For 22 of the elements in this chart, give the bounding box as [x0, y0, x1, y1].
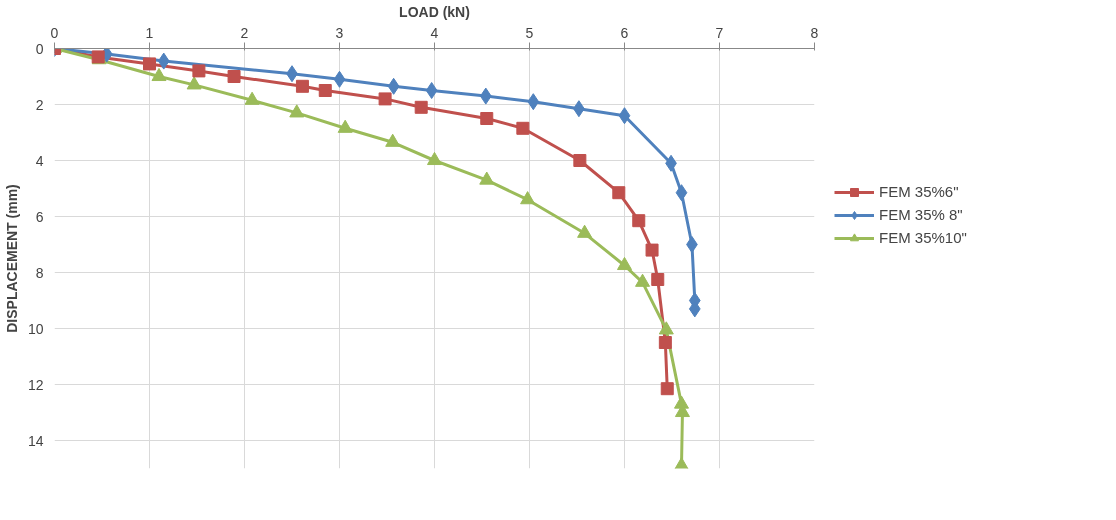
x-tick-label: 6 [620, 24, 629, 41]
y-tick-label: 2 [35, 96, 44, 113]
x-tick-label: 7 [715, 24, 724, 41]
y-tick-label: 4 [35, 152, 44, 169]
x-tick-label: 5 [525, 24, 534, 41]
x-tick-label: 2 [240, 24, 249, 41]
y-axis-title: DISPLACEMENT (mm) [3, 184, 20, 333]
x-axis-title: LOAD (kN) [399, 3, 470, 20]
legend-label: FEM 35% 8" [879, 206, 963, 224]
x-tick-label: 1 [145, 24, 154, 41]
y-tick-label: 14 [27, 432, 44, 449]
x-tick-label: 8 [810, 24, 819, 41]
y-tick-label: 12 [27, 376, 44, 393]
x-tick-label: 3 [335, 24, 344, 41]
y-tick-label: 0 [35, 40, 44, 57]
legend-label: FEM 35%10" [879, 229, 967, 247]
x-tick-label: 4 [430, 24, 439, 41]
y-tick-label: 10 [27, 320, 44, 337]
x-tick-label: 0 [50, 24, 59, 41]
legend-label: FEM 35%6" [879, 183, 959, 201]
y-tick-label: 6 [35, 208, 44, 225]
y-tick-label: 8 [35, 264, 44, 281]
